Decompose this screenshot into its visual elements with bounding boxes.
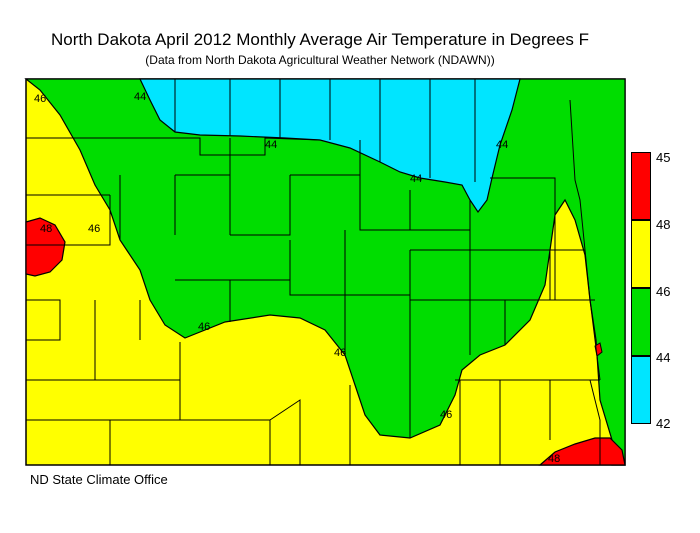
contour-label: 46 xyxy=(88,223,100,235)
legend-swatch-yellow xyxy=(631,220,651,288)
legend-label: 48 xyxy=(656,217,671,232)
contour-label: 46 xyxy=(198,321,210,333)
legend-swatch-green xyxy=(631,288,651,356)
legend-swatch-red xyxy=(631,152,651,220)
legend-label: 42 xyxy=(656,416,671,431)
contour-label: 48 xyxy=(40,223,52,235)
contour-label: 46 xyxy=(34,93,46,105)
contour-label: 44 xyxy=(265,139,277,151)
legend-label: 46 xyxy=(656,284,671,299)
county-lines xyxy=(26,79,601,465)
legend-label: 45 xyxy=(656,150,671,165)
credit-text: ND State Climate Office xyxy=(30,472,168,487)
zone-48-southeast xyxy=(538,437,626,466)
legend-label: 44 xyxy=(656,350,671,365)
contour-label: 44 xyxy=(410,173,422,185)
contour-label: 46 xyxy=(334,347,346,359)
contour-label: 46 xyxy=(440,409,452,421)
color-legend xyxy=(631,152,651,424)
map-title: North Dakota April 2012 Monthly Average … xyxy=(51,30,589,49)
legend-swatch-cyan xyxy=(631,356,651,424)
contour-label: 44 xyxy=(134,91,146,103)
zone-42-44 xyxy=(139,78,521,214)
contour-label: 48 xyxy=(548,453,560,465)
contour-label: 44 xyxy=(496,139,508,151)
map-subtitle: (Data from North Dakota Agricultural Wea… xyxy=(145,53,495,67)
zone-48-west xyxy=(25,217,66,277)
